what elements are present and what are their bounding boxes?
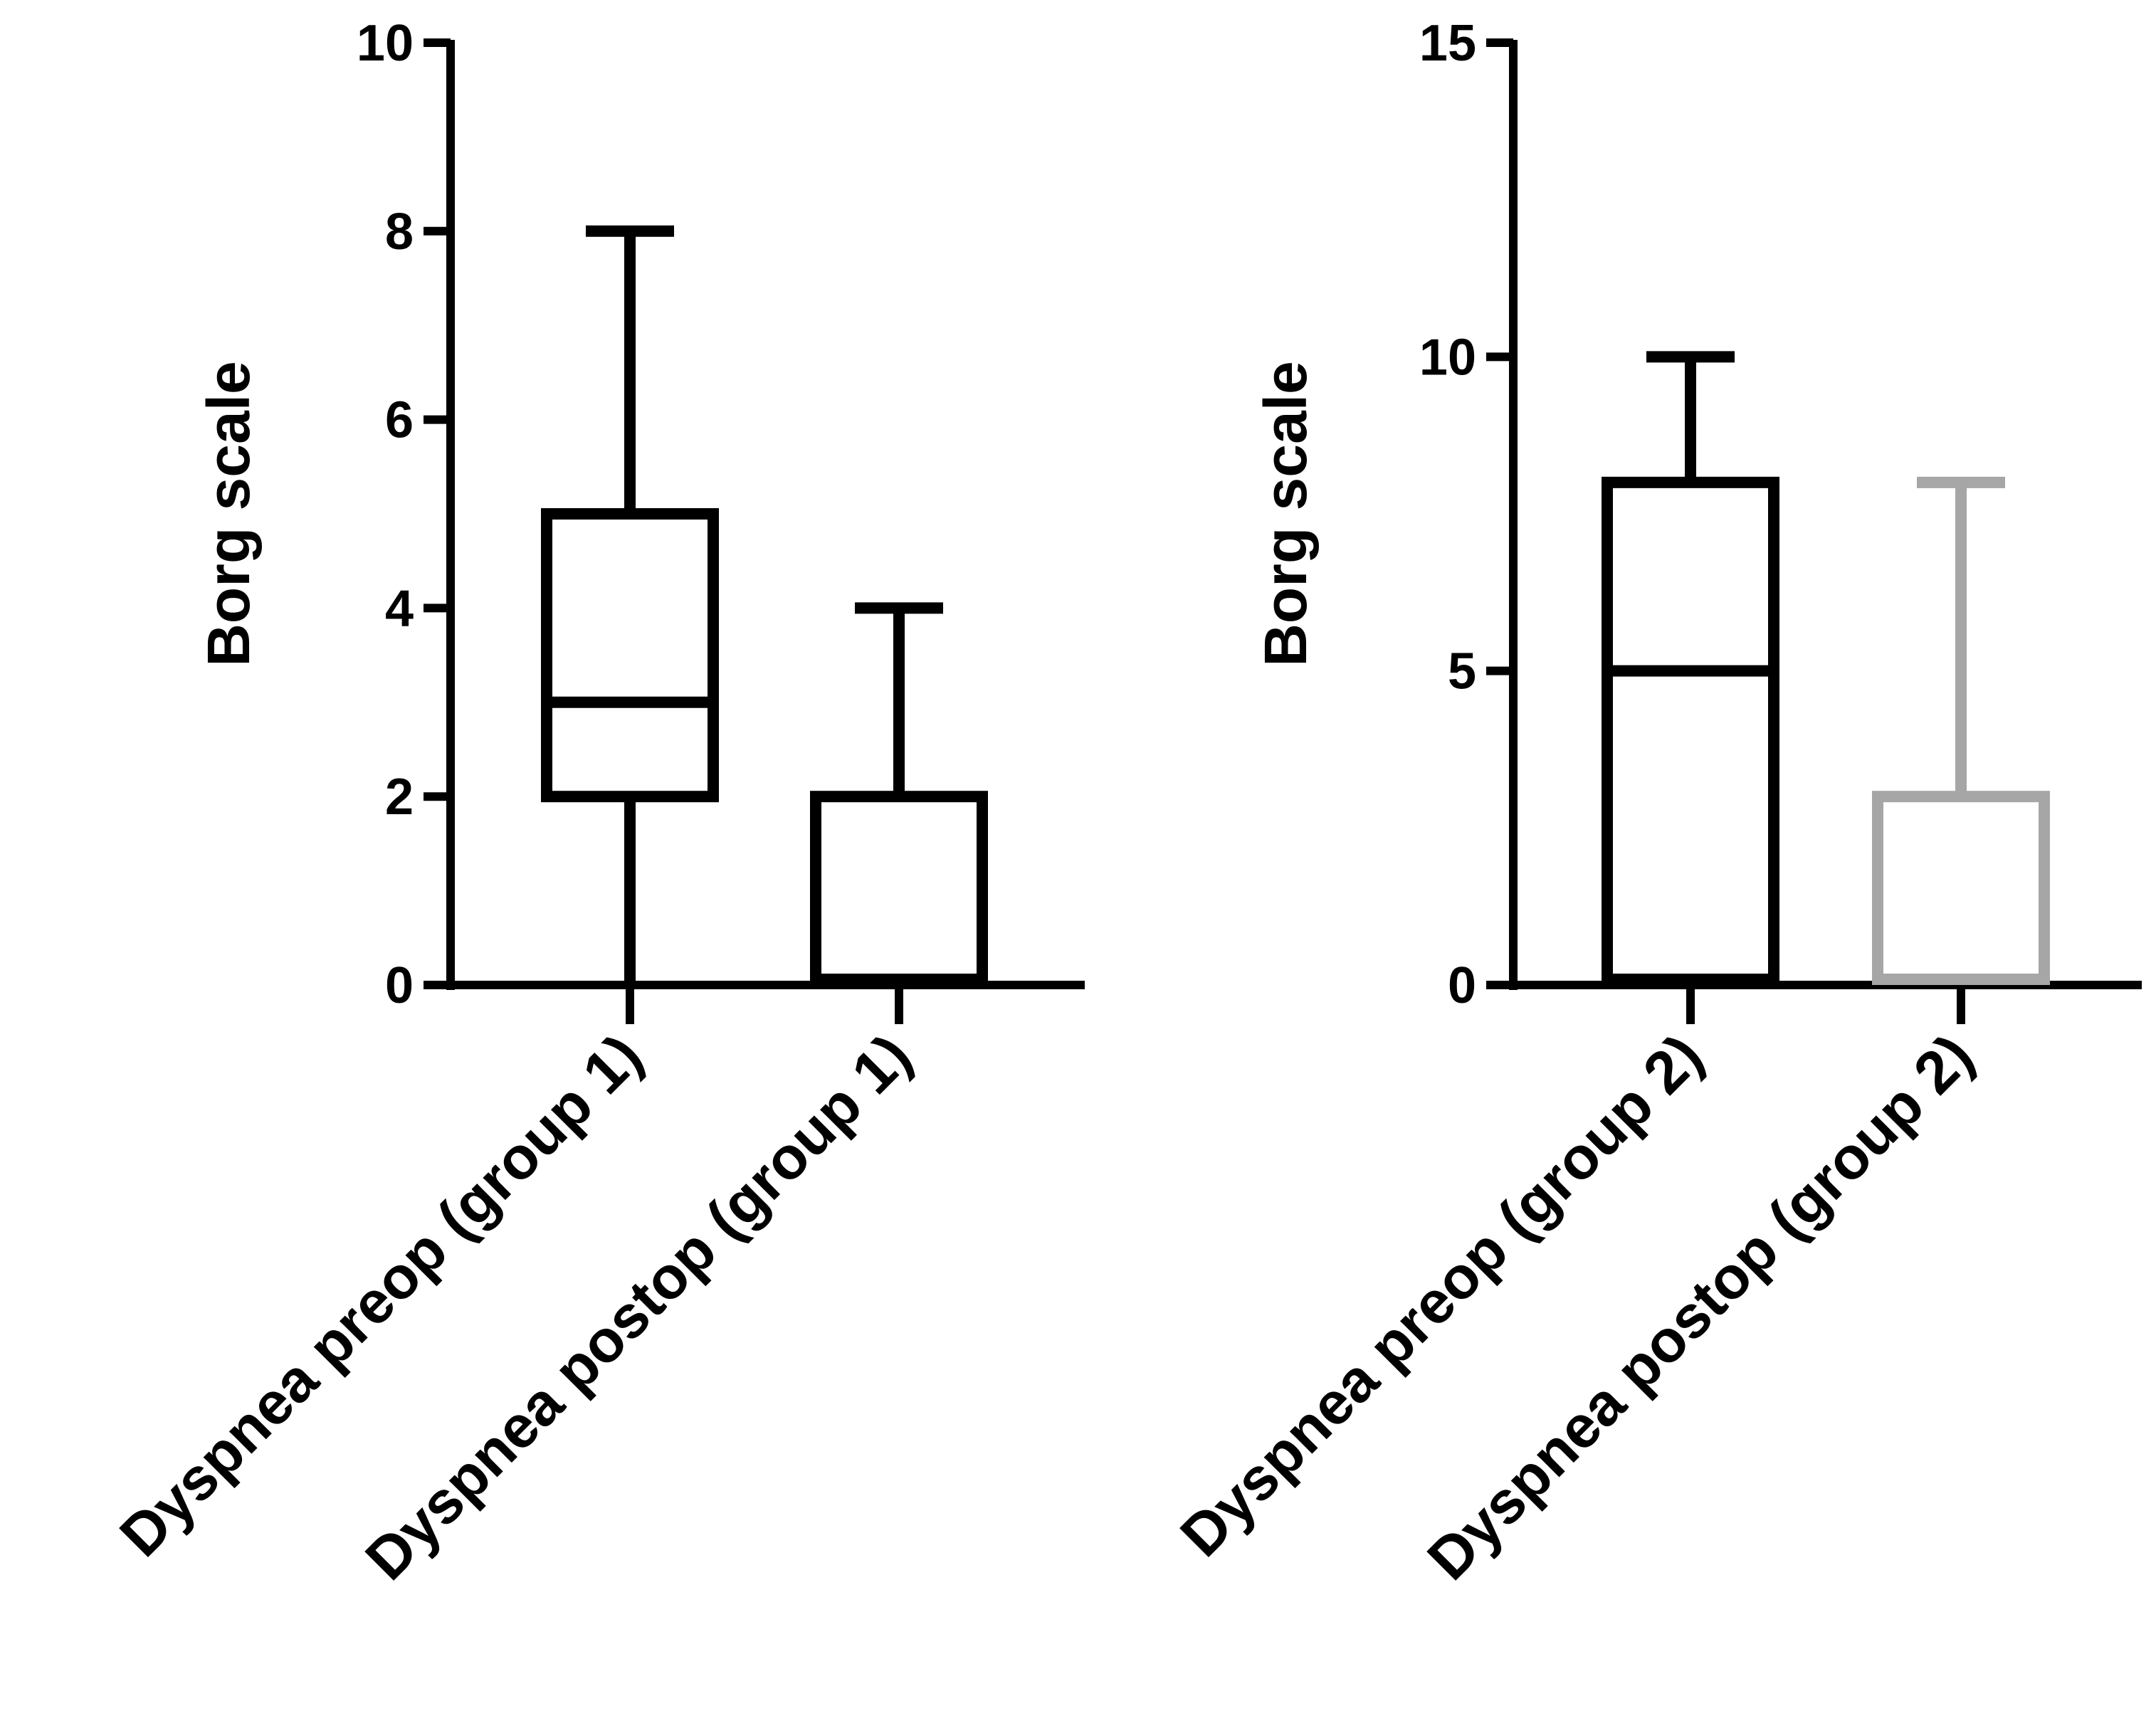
y-tick-label: 10 xyxy=(357,15,414,72)
chart-panel-group-1: 0 2 4 6 8 10 Borg scale Dyspnea preop (group 1)… xyxy=(107,15,1085,1593)
chart-panel-group-2: 0 5 10 15 Borg scale Dyspnea preop (group 2)D… xyxy=(1167,15,2142,1593)
y-tick-label: 4 xyxy=(385,580,414,637)
y-tick-label: 10 xyxy=(1419,329,1476,386)
iqr-box xyxy=(1872,791,2050,985)
y-tick-label: 8 xyxy=(385,204,414,260)
y-tick-label: 6 xyxy=(385,392,414,449)
category-label: Dyspnea postop (group 2) xyxy=(1414,1021,1985,1592)
iqr-box xyxy=(810,791,988,985)
iqr-box xyxy=(1602,476,1779,985)
category-label: Dyspnea preop (group 2) xyxy=(1167,1021,1715,1569)
y-axis-title: Borg scale xyxy=(195,361,262,667)
y-axis-title: Borg scale xyxy=(1252,361,1319,667)
y-tick-label: 5 xyxy=(1448,643,1476,700)
y-tick-label: 0 xyxy=(385,957,414,1014)
y-tick-label: 15 xyxy=(1419,15,1476,72)
category-label: Dyspnea preop (group 1) xyxy=(107,1021,654,1569)
iqr-box xyxy=(541,508,719,803)
category-label: Dyspnea postop (group 1) xyxy=(352,1021,923,1592)
y-tick-label: 2 xyxy=(385,769,414,826)
y-tick-label: 0 xyxy=(1448,957,1476,1014)
